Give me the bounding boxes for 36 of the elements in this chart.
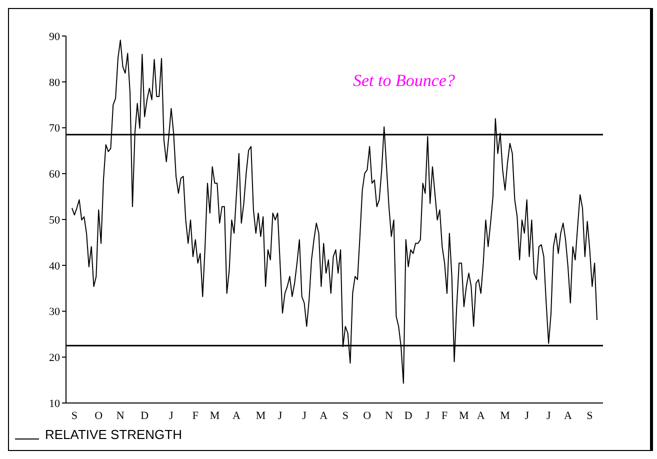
x-tick-label: A [476,410,485,422]
x-tick-label: S [71,410,78,422]
legend-label: RELATIVE STRENGTH [45,427,182,442]
y-tick-label: 80 [49,76,60,89]
x-tick-label: A [232,410,241,422]
y-tick-label: 60 [49,168,60,181]
x-tick-label: J [278,410,283,422]
y-tick-label: 90 [49,30,60,43]
x-tick-label: S [586,410,593,422]
y-tick-label: 70 [49,122,60,135]
x-tick-label: A [564,410,572,422]
x-tick-label: M [210,410,220,422]
x-tick-label: D [404,410,412,422]
y-tick-label: 20 [49,352,60,364]
x-tick-label: J [426,410,431,422]
y-tick-label: 50 [49,214,60,226]
y-tick-label: 30 [49,306,60,318]
x-tick-label: J [546,410,552,422]
x-tick-label: J [169,410,174,422]
x-tick-label: A [320,410,328,422]
x-tick-label: O [363,410,372,422]
x-tick-label: N [116,410,124,422]
x-tick-label: F [442,410,448,422]
x-tick-label: F [192,410,198,422]
y-tick-label: 40 [49,260,60,272]
annotation: Set to Bounce? [352,71,456,91]
x-tick-label: M [500,410,510,422]
x-tick-label: S [342,410,348,422]
x-tick-label: J [302,410,308,422]
x-tick-label: N [384,410,393,422]
x-tick-label: M [256,410,266,422]
x-tick-label: M [459,410,470,422]
x-tick-label: O [94,410,103,422]
y-tick-label: 10 [49,398,60,410]
x-tick-label: J [524,410,530,422]
x-tick-label: D [140,410,149,422]
